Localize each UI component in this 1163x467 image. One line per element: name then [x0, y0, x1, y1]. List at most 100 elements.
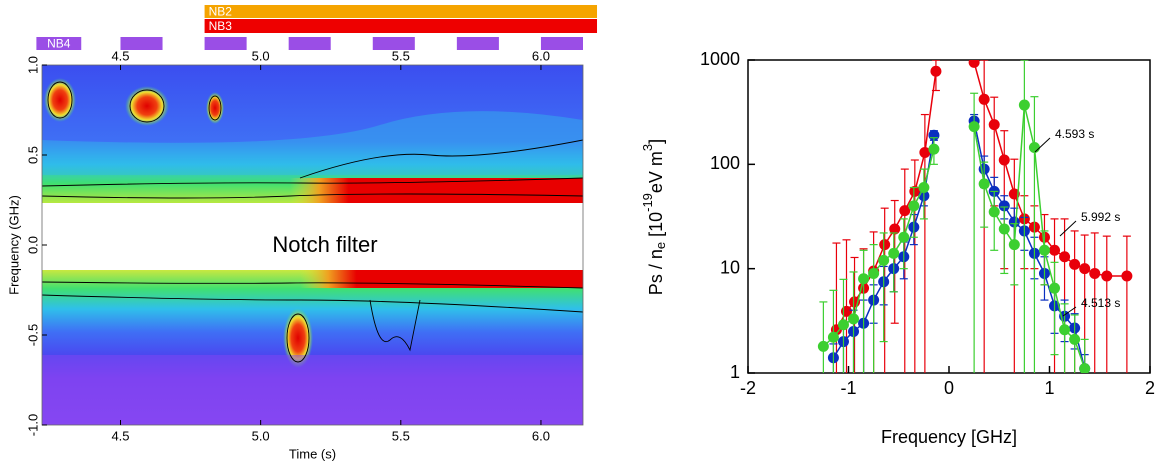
data-point — [1038, 244, 1050, 256]
y-axis-label-part: [10 — [646, 212, 666, 242]
spectrogram-panel: 4.5 4.5 5.0 5.0 5.5 5.5 6.0 6.0 -1.0 -0.5 0.0 0.5 1.… — [6, 5, 598, 461]
annotation-leader — [1062, 306, 1077, 317]
beam-interval — [288, 37, 331, 50]
data-point — [978, 178, 990, 190]
y-tick-label: -1.0 — [25, 414, 40, 436]
y-axis-label-part: Ps / n — [646, 249, 666, 295]
data-point — [1028, 141, 1040, 153]
data-point — [1049, 282, 1061, 294]
data-point — [888, 247, 900, 259]
x-tick-label-top: 5.5 — [392, 48, 410, 63]
y-axis-label-part: -19 — [640, 193, 655, 212]
data-point — [988, 119, 1000, 131]
data-point — [908, 200, 920, 212]
data-point — [868, 267, 880, 279]
y-tick-label: 1 — [730, 362, 740, 382]
data-point — [1089, 267, 1101, 279]
data-point — [1121, 270, 1133, 282]
x-tick-label: 1 — [1044, 378, 1054, 398]
data-point — [918, 181, 930, 193]
data-point — [1018, 99, 1030, 111]
beam-interval — [372, 37, 415, 50]
data-point — [1008, 239, 1020, 251]
beam-interval — [204, 5, 598, 18]
y-tick-label: 1000 — [700, 49, 740, 69]
data-point — [1101, 270, 1113, 282]
data-point — [930, 65, 942, 77]
x-tick-label: -1 — [840, 378, 856, 398]
x-tick-label-top: 5.0 — [252, 48, 270, 63]
annotation-leader — [1034, 137, 1051, 153]
data-point — [858, 273, 870, 285]
x-tick-label: 0 — [944, 378, 954, 398]
annotation: Notch filter — [272, 232, 377, 257]
spectrogram-image — [42, 65, 583, 425]
annotation: 5.992 s — [1081, 210, 1120, 224]
annotation: 4.593 s — [1055, 127, 1094, 141]
x-tick-label: 5.5 — [392, 428, 410, 443]
y-tick-label: 0.5 — [25, 146, 40, 164]
data-point — [928, 143, 940, 155]
data-point — [978, 93, 990, 105]
x-tick-label: 2 — [1145, 378, 1155, 398]
y-tick-label: 10 — [720, 257, 740, 277]
x-axis-label: Frequency [GHz] — [881, 427, 1017, 447]
data-point — [909, 185, 921, 197]
data-point — [1079, 363, 1091, 373]
data-point — [968, 60, 980, 68]
data-point — [998, 200, 1010, 212]
data-point — [878, 254, 890, 266]
beam-interval — [204, 19, 598, 33]
data-point — [1079, 263, 1091, 275]
y-axis-label-part: 3 — [640, 144, 655, 151]
data-point — [1069, 258, 1081, 270]
y-axis-label-part: ] — [646, 139, 666, 144]
data-point — [837, 319, 849, 331]
y-tick-label: 1.0 — [25, 56, 40, 74]
beam-interval — [456, 37, 499, 50]
annotation-leader — [1059, 220, 1077, 237]
data-point — [1008, 216, 1020, 228]
x-tick-label-top: 6.0 — [532, 48, 550, 63]
data-point — [817, 340, 829, 352]
beam-interval — [120, 37, 163, 50]
beam-label: NB2 — [209, 5, 233, 19]
beam-interval — [204, 37, 247, 50]
y-axis-label: Ps / ne [10-19eV m3] — [640, 139, 668, 295]
data-point — [968, 121, 980, 133]
y-tick-label: 100 — [710, 153, 740, 173]
beam-label: NB4 — [47, 37, 71, 51]
x-tick-label: 5.0 — [252, 428, 270, 443]
x-tick-label: -2 — [740, 378, 756, 398]
beam-interval — [540, 37, 583, 50]
data-point — [848, 313, 860, 325]
data-point — [899, 205, 911, 217]
y-axis-label: Frequency (GHz) — [6, 195, 21, 295]
x-axis-label: Time (s) — [289, 446, 336, 461]
plot-area — [817, 60, 1133, 373]
annotation: 4.513 s — [1081, 296, 1120, 310]
y-tick-label: 0.0 — [25, 236, 40, 254]
data-point — [998, 223, 1010, 235]
data-point — [998, 154, 1010, 166]
y-axis-label-part: eV m — [646, 151, 666, 193]
data-point — [898, 231, 910, 243]
beam-label: NB3 — [209, 19, 233, 33]
data-point — [879, 239, 891, 251]
beam-interval — [36, 37, 82, 50]
spectrum-panel: -2 -1 0 1 2 1 10 100 1000 Frequency [GHz] Ps / ne … — [640, 49, 1155, 447]
data-point — [1059, 251, 1071, 263]
x-tick-label-top: 4.5 — [111, 48, 129, 63]
data-point — [1059, 324, 1071, 336]
data-point — [1049, 244, 1061, 256]
data-point — [889, 223, 901, 235]
data-point — [919, 146, 931, 158]
y-axis-label-part: e — [653, 242, 668, 249]
x-tick-label: 4.5 — [111, 428, 129, 443]
data-point — [1069, 333, 1081, 345]
x-tick-label: 6.0 — [532, 428, 550, 443]
y-tick-label: -0.5 — [25, 324, 40, 346]
data-point — [827, 331, 839, 343]
data-point — [988, 206, 1000, 218]
